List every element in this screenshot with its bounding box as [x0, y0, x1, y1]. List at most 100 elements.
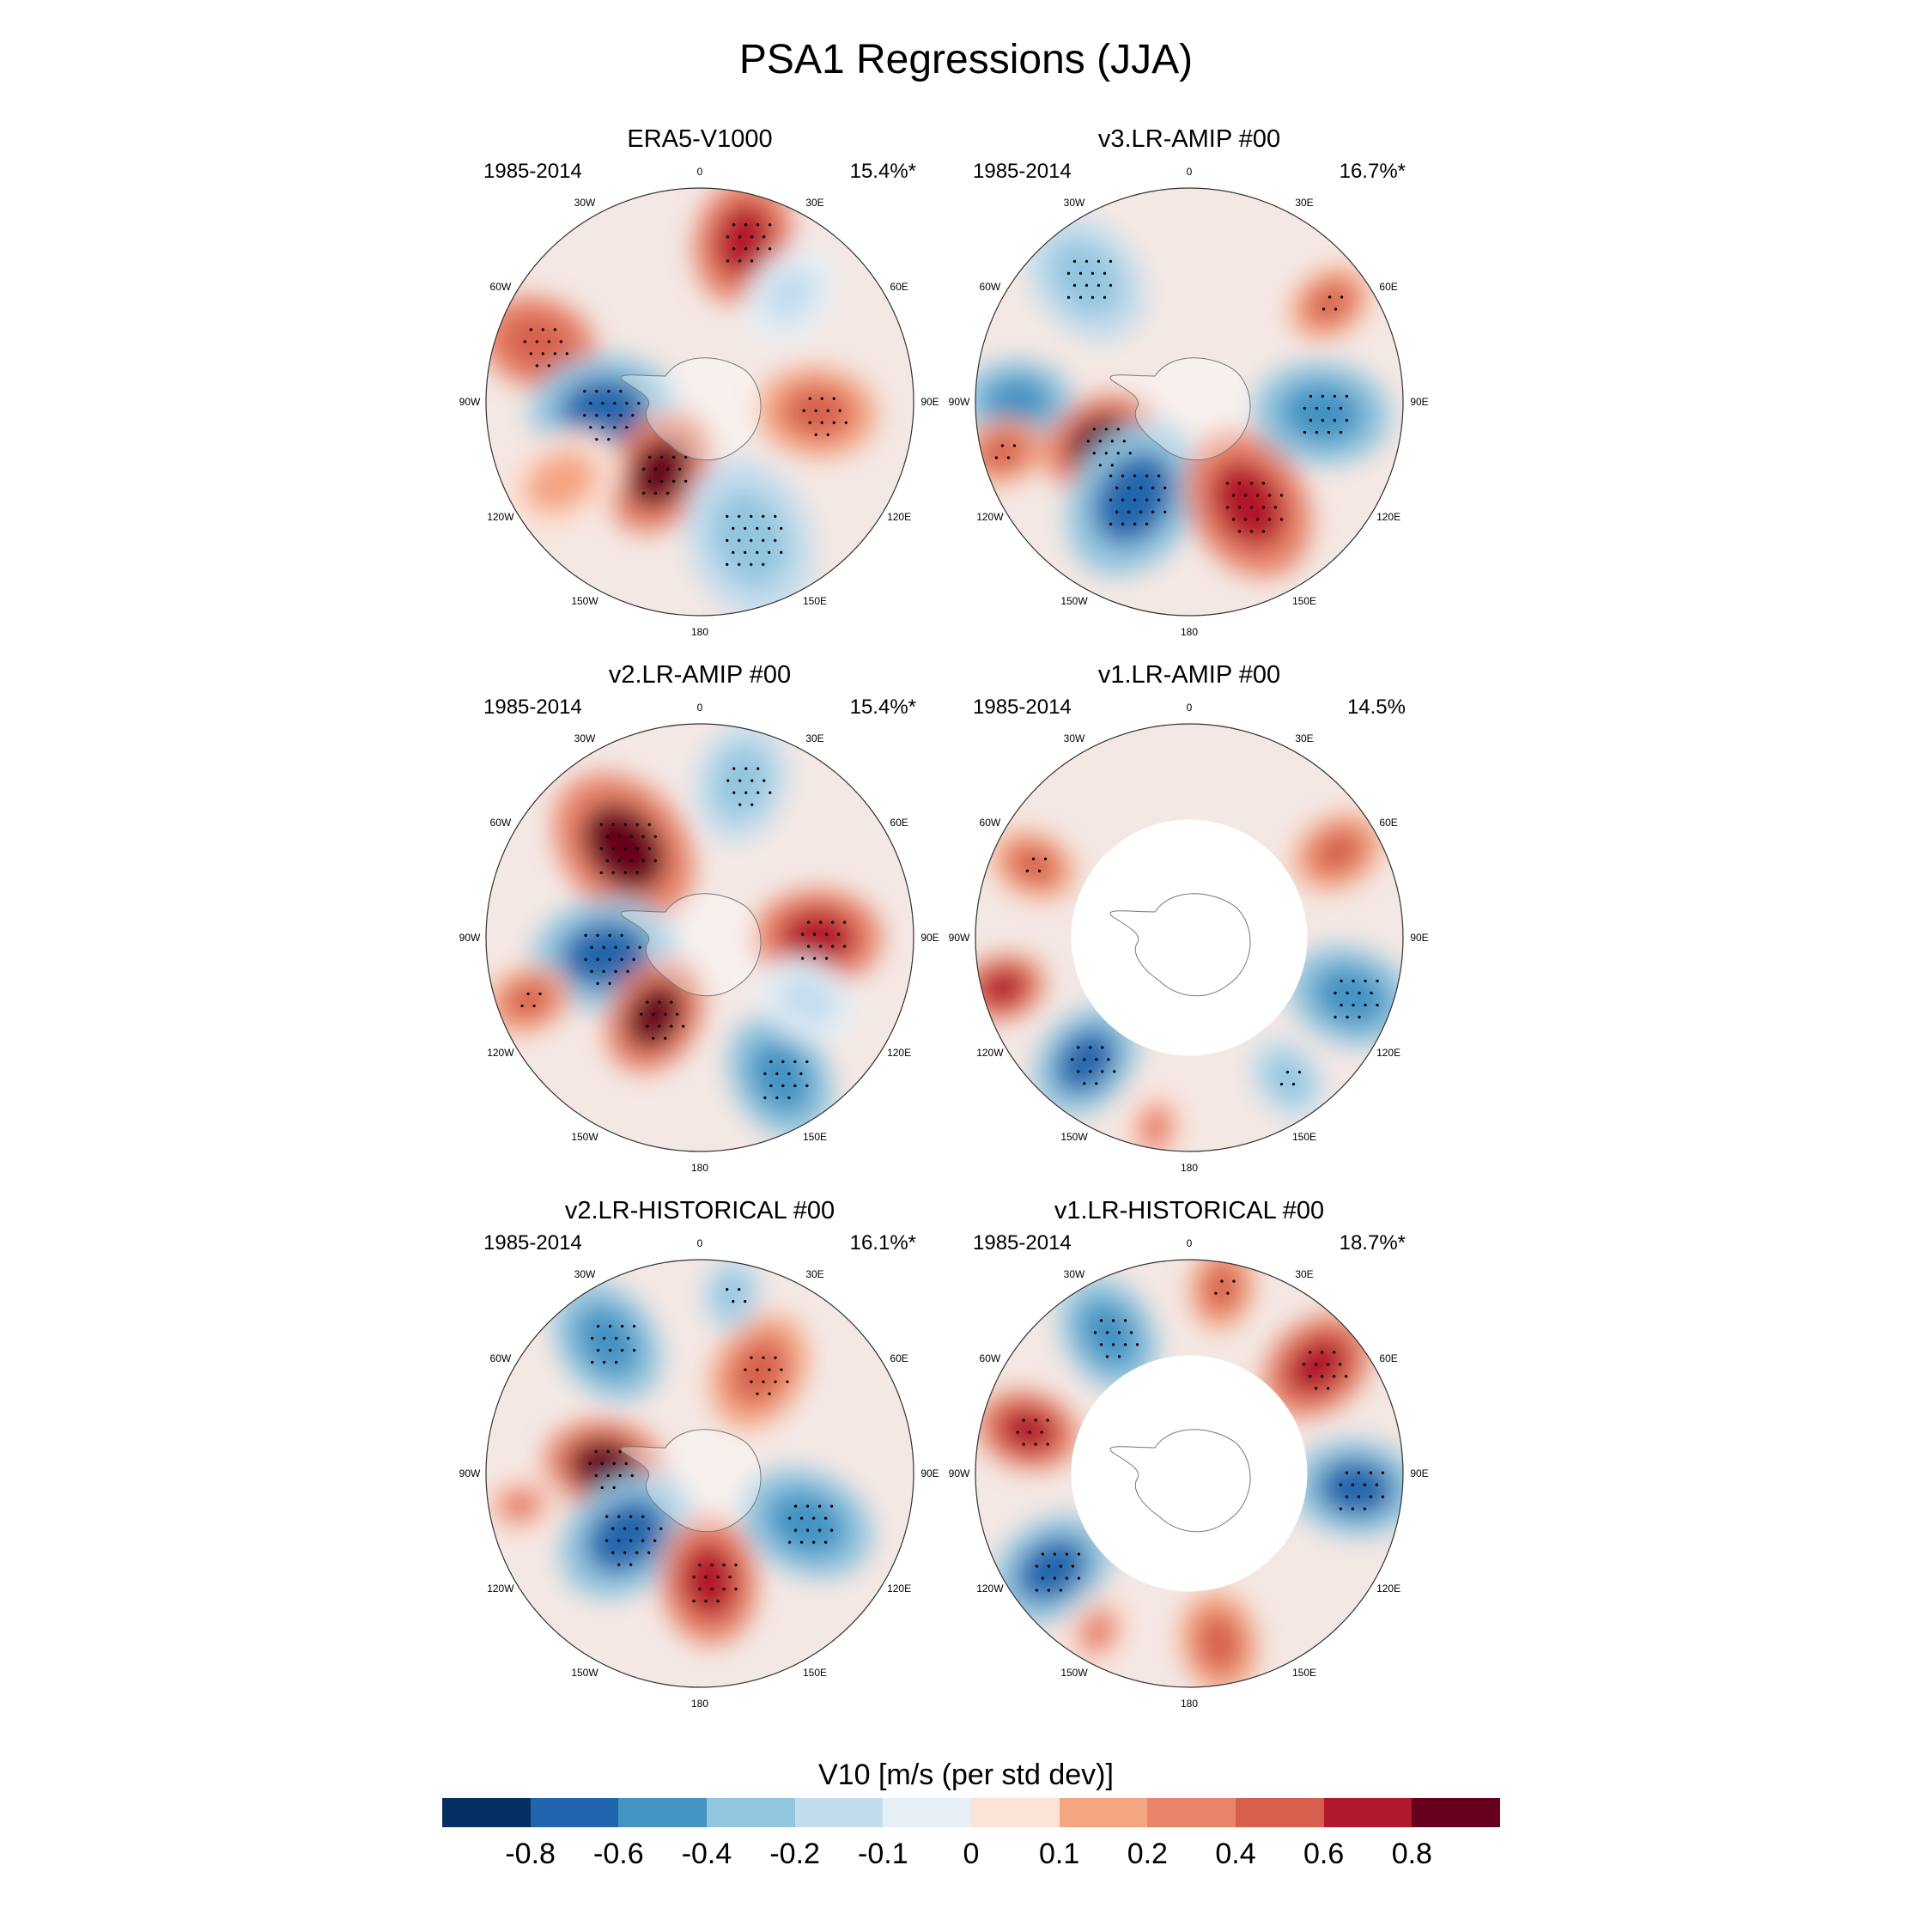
significance-dot: [750, 1356, 753, 1359]
significance-dot: [787, 1096, 791, 1100]
longitude-label: 180: [1180, 626, 1199, 638]
significance-dot: [1376, 1003, 1379, 1007]
significance-dot: [618, 1473, 622, 1478]
significance-dot: [1261, 530, 1266, 533]
longitude-label: 150W: [571, 1667, 598, 1680]
longitude-label: 150W: [1060, 1667, 1088, 1680]
significance-dot: [1083, 1058, 1086, 1061]
significance-dot: [1065, 1552, 1068, 1556]
colorbar-tick-label: 0: [963, 1838, 980, 1870]
significance-dot: [605, 859, 609, 862]
longitude-label: 120E: [1376, 1583, 1401, 1595]
significance-dot: [1121, 498, 1125, 501]
longitude-label: 30E: [805, 196, 824, 209]
significance-dot: [812, 1516, 816, 1520]
significance-dot: [769, 791, 772, 794]
significance-dot: [618, 1449, 622, 1454]
longitude-label: 90W: [459, 1467, 481, 1479]
significance-dot: [1340, 295, 1344, 299]
significance-dot: [608, 957, 611, 962]
longitude-label: 30W: [1063, 196, 1085, 209]
significance-dot: [744, 791, 748, 794]
anomaly-core: [714, 1270, 750, 1317]
significance-dot: [646, 1024, 649, 1028]
longitude-label: 30W: [1063, 1267, 1085, 1280]
longitude-label: 180: [690, 1698, 709, 1710]
map-panel: v1.LR-HISTORICAL #00 1985-2014 18.7%* 0 30E 6…: [948, 1197, 1430, 1740]
significance-dot: [617, 1515, 621, 1518]
significance-dot: [629, 1515, 633, 1518]
significance-dot: [1041, 1577, 1044, 1580]
significance-dot: [658, 1000, 661, 1004]
polar-map: [975, 723, 1404, 1152]
colorbar-swatch: [883, 1798, 972, 1827]
significance-dot: [1034, 1419, 1037, 1422]
significance-dot: [1237, 530, 1242, 533]
longitude-label: 0: [1186, 1237, 1193, 1249]
colorbar-swatch: [1323, 1798, 1413, 1827]
significance-dot: [1121, 522, 1125, 526]
significance-dot: [1092, 428, 1096, 431]
significance-dot: [1346, 991, 1349, 995]
longitude-label: 60E: [1379, 1352, 1398, 1364]
longitude-label: 0: [696, 702, 703, 714]
colorbar-tick-label: 0.8: [1391, 1838, 1432, 1870]
significance-dot: [614, 1360, 618, 1364]
significance-dot: [642, 491, 646, 495]
significance-dot: [666, 491, 670, 495]
significance-dot: [825, 957, 829, 960]
anomaly-core: [625, 981, 684, 1050]
significance-dot: [1123, 1343, 1127, 1346]
longitude-label: 120W: [487, 1583, 514, 1595]
significance-dot: [738, 259, 742, 263]
significance-dot: [807, 945, 811, 948]
longitude-label: 90E: [1410, 396, 1429, 408]
longitude-label: 150W: [1060, 595, 1088, 608]
colorbar-swatch: [794, 1798, 884, 1827]
significance-dot: [660, 479, 664, 483]
significance-dot: [1022, 1443, 1025, 1446]
significance-dot: [678, 467, 682, 471]
significance-dot: [762, 538, 765, 542]
significance-dot: [600, 1461, 604, 1466]
significance-dot: [1037, 869, 1042, 872]
significance-dot: [1315, 430, 1319, 434]
significance-dot: [1321, 418, 1325, 422]
panel-period: 1985-2014: [483, 160, 582, 183]
colorbar-swatch: [971, 1798, 1060, 1827]
significance-dot: [1370, 991, 1373, 995]
significance-dot: [824, 1516, 828, 1520]
longitude-label: 60E: [890, 817, 908, 829]
significance-dot: [623, 823, 627, 826]
anomaly-core: [997, 1406, 1059, 1455]
significance-dot: [1071, 1058, 1074, 1061]
significance-dot: [1071, 1564, 1074, 1568]
longitude-label: 90W: [948, 1467, 970, 1479]
significance-dot: [726, 235, 730, 239]
panel-percent: 15.4%*: [849, 160, 916, 183]
significance-dot: [594, 1449, 598, 1454]
map-panel: v2.LR-HISTORICAL #00 1985-2014 16.1%* 0 30E 6…: [459, 1197, 940, 1740]
longitude-label: 0: [1186, 166, 1193, 178]
significance-dot: [523, 340, 526, 343]
significance-dot: [763, 1096, 767, 1100]
longitude-label: 180: [690, 1162, 709, 1174]
significance-dot: [1099, 1343, 1103, 1346]
significance-dot: [1116, 428, 1120, 431]
significance-dot: [654, 467, 658, 471]
longitude-label: 120W: [976, 511, 1004, 523]
significance-dot: [611, 823, 615, 826]
anomaly-core: [778, 974, 837, 1026]
significance-dot: [1078, 295, 1083, 299]
longitude-label: 60E: [1379, 281, 1398, 293]
significance-dot: [1339, 1507, 1342, 1510]
longitude-label: 150W: [571, 595, 598, 608]
significance-dot: [1091, 271, 1095, 275]
significance-dot: [1369, 1495, 1372, 1498]
significance-dot: [541, 352, 544, 355]
longitude-label: 90E: [1410, 932, 1429, 944]
significance-dot: [734, 1588, 738, 1591]
significance-dot: [756, 526, 759, 530]
anomaly-core: [1202, 1261, 1242, 1314]
significance-dot: [611, 1527, 615, 1530]
